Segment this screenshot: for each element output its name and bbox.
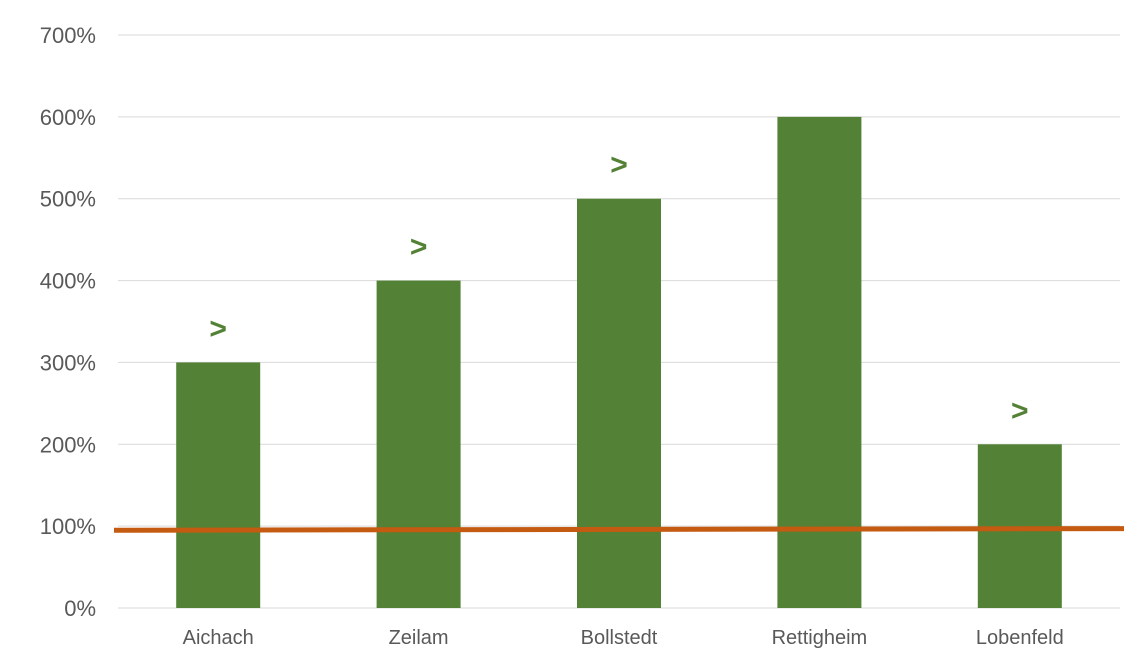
bar-zeilam: [376, 280, 461, 608]
bar-lobenfeld: [977, 444, 1062, 608]
y-tick-label-200: 200%: [40, 432, 96, 457]
reference-line-layer: [113, 526, 1125, 533]
x-axis-category-labels: Aichach Zeilam Bollstedt Rettigheim Lobenfel…: [183, 627, 1064, 649]
marker-zeilam: >: [410, 231, 428, 264]
x-category-label-zeilam: Zeilam: [389, 627, 449, 649]
y-tick-label-100: 100%: [40, 514, 96, 539]
marker-bollstedt: >: [610, 149, 628, 182]
x-category-label-aichach: Aichach: [183, 627, 254, 649]
y-tick-label-0: 0%: [64, 596, 96, 621]
bars: [176, 116, 1062, 608]
y-tick-label-300: 300%: [40, 350, 96, 375]
bar-rettigheim: [777, 116, 862, 608]
bar-bollstedt: [577, 198, 661, 608]
y-tick-label-400: 400%: [40, 269, 96, 294]
y-axis-tick-labels: 0% 100% 200% 300% 400% 500% 600% 700%: [40, 23, 96, 621]
marker-lobenfeld: >: [1011, 394, 1029, 427]
bar-markers: > > > >: [209, 149, 1028, 428]
bar-aichach: [176, 362, 261, 608]
x-category-label-bollstedt: Bollstedt: [581, 627, 658, 649]
x-category-label-lobenfeld: Lobenfeld: [976, 627, 1064, 649]
reference-line: [113, 526, 1125, 533]
y-tick-label-700: 700%: [40, 23, 96, 48]
y-tick-label-500: 500%: [40, 187, 96, 212]
marker-aichach: >: [209, 312, 227, 345]
y-tick-label-600: 600%: [40, 105, 96, 130]
x-category-label-rettigheim: Rettigheim: [772, 627, 868, 649]
